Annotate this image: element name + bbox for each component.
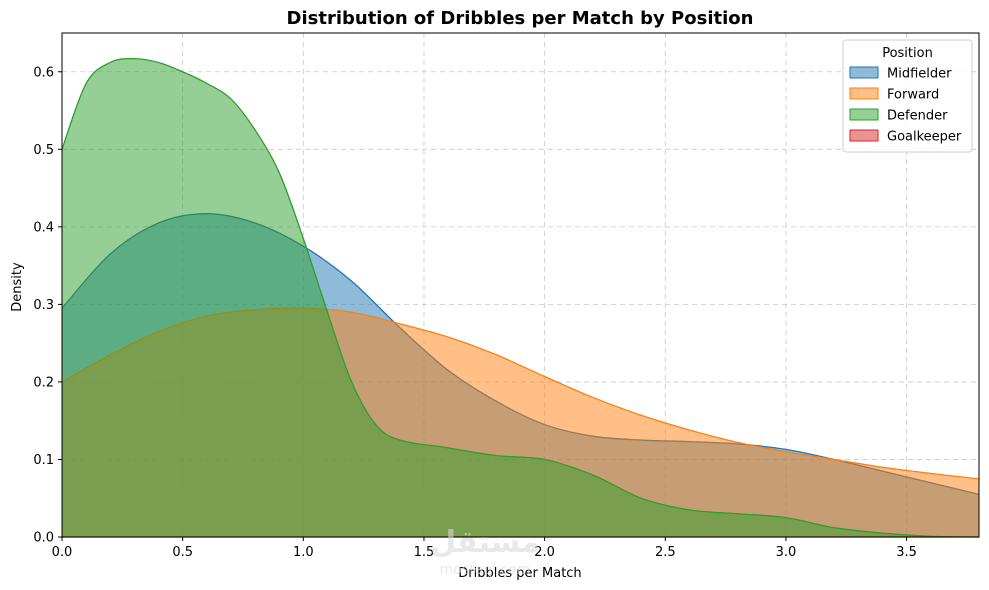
y-tick-label: 0.3 <box>33 298 54 313</box>
y-tick-label: 0.5 <box>33 143 54 158</box>
area-defender <box>62 58 979 537</box>
y-tick-label: 0.0 <box>33 531 54 546</box>
x-tick-label: 2.5 <box>655 545 676 560</box>
x-tick-label: 1.5 <box>414 545 435 560</box>
line-defender <box>61 57 980 538</box>
x-tick-label: 1.0 <box>293 545 314 560</box>
legend-swatch-defender <box>849 108 879 121</box>
y-axis-ticks: 0.0 0.1 0.2 0.3 0.4 0.5 0.6 <box>33 65 62 546</box>
legend-swatch-midfielder <box>849 66 879 79</box>
x-tick-label: 0.5 <box>172 545 193 560</box>
x-tick-label: 0.0 <box>52 545 73 560</box>
legend-swatch-goalkeeper <box>849 129 879 142</box>
plot-frame <box>61 32 980 538</box>
x-tick-label: 2.0 <box>534 545 555 560</box>
y-tick-label: 0.4 <box>33 220 54 235</box>
x-axis-ticks: 0.0 0.5 1.0 1.5 2.0 2.5 3.0 3.5 <box>52 537 917 560</box>
watermark-subtext: mostaql.com <box>440 562 531 578</box>
y-tick-label: 0.1 <box>33 453 54 468</box>
watermark-text: مستقل <box>430 525 540 560</box>
legend-label-forward: Forward <box>887 88 939 103</box>
legend-swatch-forward <box>849 87 879 100</box>
legend-label-goalkeeper: Goalkeeper <box>887 130 962 145</box>
y-axis-label: Density <box>10 262 25 312</box>
legend-label-defender: Defender <box>887 109 948 124</box>
legend-title: Position <box>882 46 933 61</box>
watermark-logo: مستقل mostaql.com <box>430 525 540 578</box>
legend-label-midfielder: Midfielder <box>887 67 952 82</box>
y-tick-label: 0.2 <box>33 375 54 390</box>
legend: Position Midfielder Forward Defender Goalkee… <box>842 39 973 153</box>
y-tick-label: 0.6 <box>33 65 54 80</box>
series-areas <box>61 57 980 538</box>
x-axis-label: Dribbles per Match <box>458 566 581 581</box>
chart-title: Distribution of Dribbles per Match by Po… <box>287 8 754 29</box>
x-tick-label: 3.0 <box>776 545 797 560</box>
x-tick-label: 3.5 <box>896 545 917 560</box>
